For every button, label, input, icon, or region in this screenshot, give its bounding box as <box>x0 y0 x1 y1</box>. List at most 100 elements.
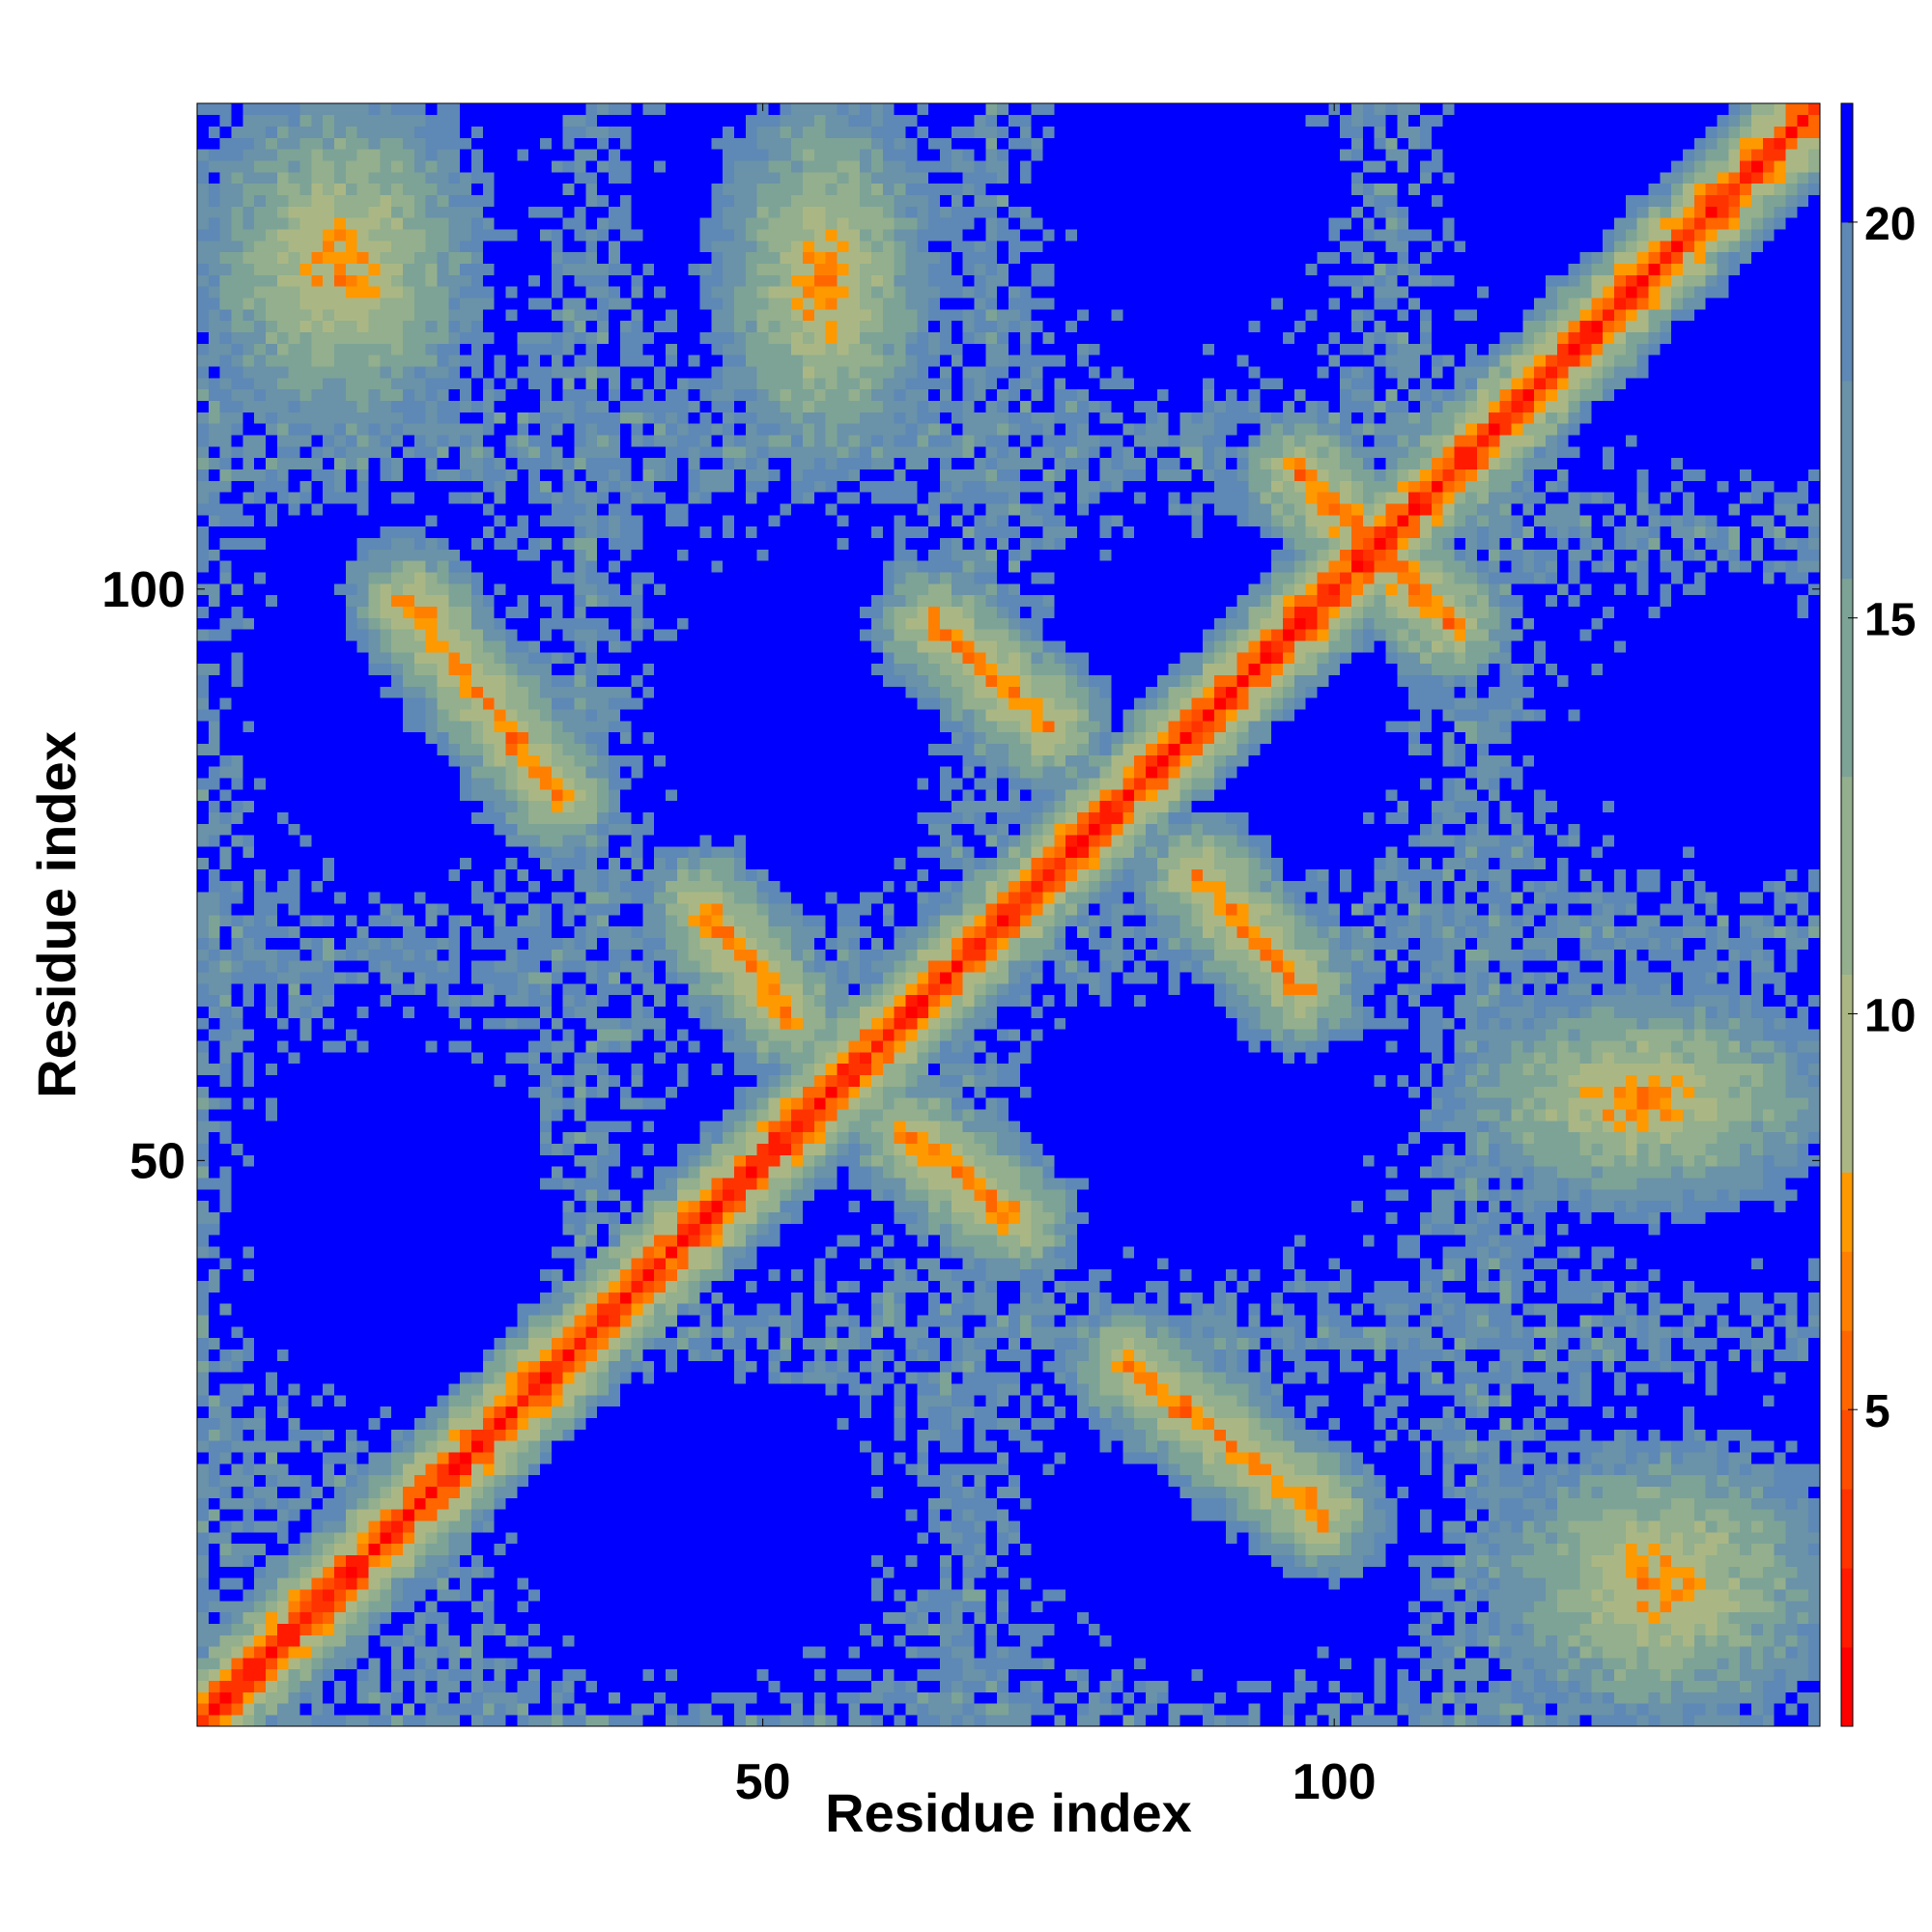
heatmap-cell <box>597 1623 610 1635</box>
heatmap-cell <box>356 720 369 733</box>
heatmap-cell <box>288 206 300 218</box>
heatmap-cell <box>391 171 404 185</box>
heatmap-cell <box>437 1634 449 1647</box>
heatmap-cell <box>231 640 243 653</box>
heatmap-cell <box>402 1440 415 1453</box>
heatmap-cell <box>517 709 529 722</box>
heatmap-cell <box>539 1452 553 1464</box>
heatmap-cell <box>413 1074 427 1087</box>
heatmap-cell <box>265 1509 278 1521</box>
heatmap-cell <box>448 1520 461 1533</box>
heatmap-cell <box>460 1051 472 1065</box>
heatmap-cell <box>551 1634 563 1647</box>
heatmap-cell <box>437 1131 449 1145</box>
heatmap-cell <box>254 868 267 881</box>
heatmap-cell <box>460 617 472 630</box>
heatmap-cell <box>585 537 598 550</box>
heatmap-cell <box>242 149 255 161</box>
heatmap-cell <box>517 1325 529 1339</box>
heatmap-cell <box>482 137 495 150</box>
heatmap-cell <box>219 194 232 207</box>
heatmap-cell <box>585 1211 598 1224</box>
heatmap-cell <box>311 811 324 824</box>
heatmap-cell <box>356 1691 369 1704</box>
heatmap-cell <box>574 1383 586 1396</box>
heatmap-cell <box>391 572 404 584</box>
heatmap-cell <box>368 308 381 322</box>
heatmap-cell <box>333 925 347 939</box>
heatmap-cell <box>231 743 243 755</box>
heatmap-cell <box>505 1223 518 1236</box>
heatmap-cell <box>517 1509 529 1521</box>
heatmap-cell <box>574 1486 586 1498</box>
heatmap-cell <box>437 537 449 550</box>
heatmap-cell <box>413 1531 427 1545</box>
heatmap-cell <box>425 1017 438 1030</box>
heatmap-cell <box>562 514 575 527</box>
heatmap-cell <box>482 811 495 824</box>
heatmap-cell <box>402 286 415 298</box>
heatmap-cell <box>197 880 210 893</box>
heatmap-cell <box>425 663 438 675</box>
heatmap-cell <box>288 412 300 424</box>
heatmap-cell <box>402 1063 415 1076</box>
heatmap-cell <box>276 263 290 275</box>
heatmap-cell <box>505 1566 518 1578</box>
heatmap-cell <box>437 709 449 722</box>
heatmap-cell <box>276 1440 290 1453</box>
heatmap-cell <box>539 1006 553 1018</box>
heatmap-cell <box>356 731 369 744</box>
heatmap-cell <box>482 1634 495 1647</box>
heatmap-cell <box>380 617 392 630</box>
heatmap-cell <box>299 206 312 218</box>
heatmap-cell <box>597 1497 610 1510</box>
heatmap-cell <box>345 194 358 207</box>
heatmap-cell <box>551 549 563 561</box>
heatmap-cell <box>299 617 312 630</box>
heatmap-cell <box>460 1658 472 1670</box>
heatmap-cell <box>197 903 210 916</box>
heatmap-cell <box>482 1178 495 1190</box>
heatmap-cell <box>517 388 529 401</box>
heatmap-cell <box>539 400 553 412</box>
heatmap-cell <box>517 1349 529 1361</box>
heatmap-cell <box>505 412 518 424</box>
heatmap-cell <box>413 743 427 755</box>
heatmap-cell <box>356 686 369 698</box>
heatmap-cell <box>437 617 449 630</box>
heatmap-cell <box>551 1554 563 1567</box>
heatmap-cell <box>585 1188 598 1202</box>
heatmap-cell <box>208 1463 221 1476</box>
heatmap-cell <box>574 1303 586 1316</box>
heatmap-cell <box>288 1429 300 1441</box>
heatmap-cell <box>585 1680 598 1692</box>
heatmap-cell <box>323 331 335 344</box>
heatmap-cell <box>323 1188 335 1202</box>
heatmap-cell <box>517 800 529 812</box>
heatmap-cell <box>517 1394 529 1407</box>
heatmap-cell <box>551 743 563 755</box>
heatmap-cell <box>413 594 427 607</box>
heatmap-cell <box>517 526 529 538</box>
heatmap-cell <box>333 754 347 767</box>
heatmap-cell <box>574 1531 586 1545</box>
heatmap-cell <box>380 298 392 310</box>
heatmap-cell <box>539 320 553 333</box>
heatmap-cell <box>494 1531 506 1545</box>
heatmap-cell <box>448 160 461 173</box>
heatmap-cell <box>528 1074 541 1087</box>
heatmap-cell <box>460 1337 472 1350</box>
heatmap-cell <box>333 286 347 298</box>
heatmap-cell <box>265 400 278 412</box>
heatmap-cell <box>539 1566 553 1578</box>
heatmap-cell <box>413 286 427 298</box>
heatmap-cell <box>197 1325 210 1339</box>
heatmap-cell <box>539 1417 553 1430</box>
heatmap-cell <box>470 1531 484 1545</box>
heatmap-cell <box>368 617 381 630</box>
heatmap-cell <box>551 1440 563 1453</box>
heatmap-cell <box>585 1280 598 1293</box>
heatmap-cell <box>425 1589 438 1602</box>
heatmap-cell <box>311 217 324 230</box>
heatmap-cell <box>323 903 335 916</box>
